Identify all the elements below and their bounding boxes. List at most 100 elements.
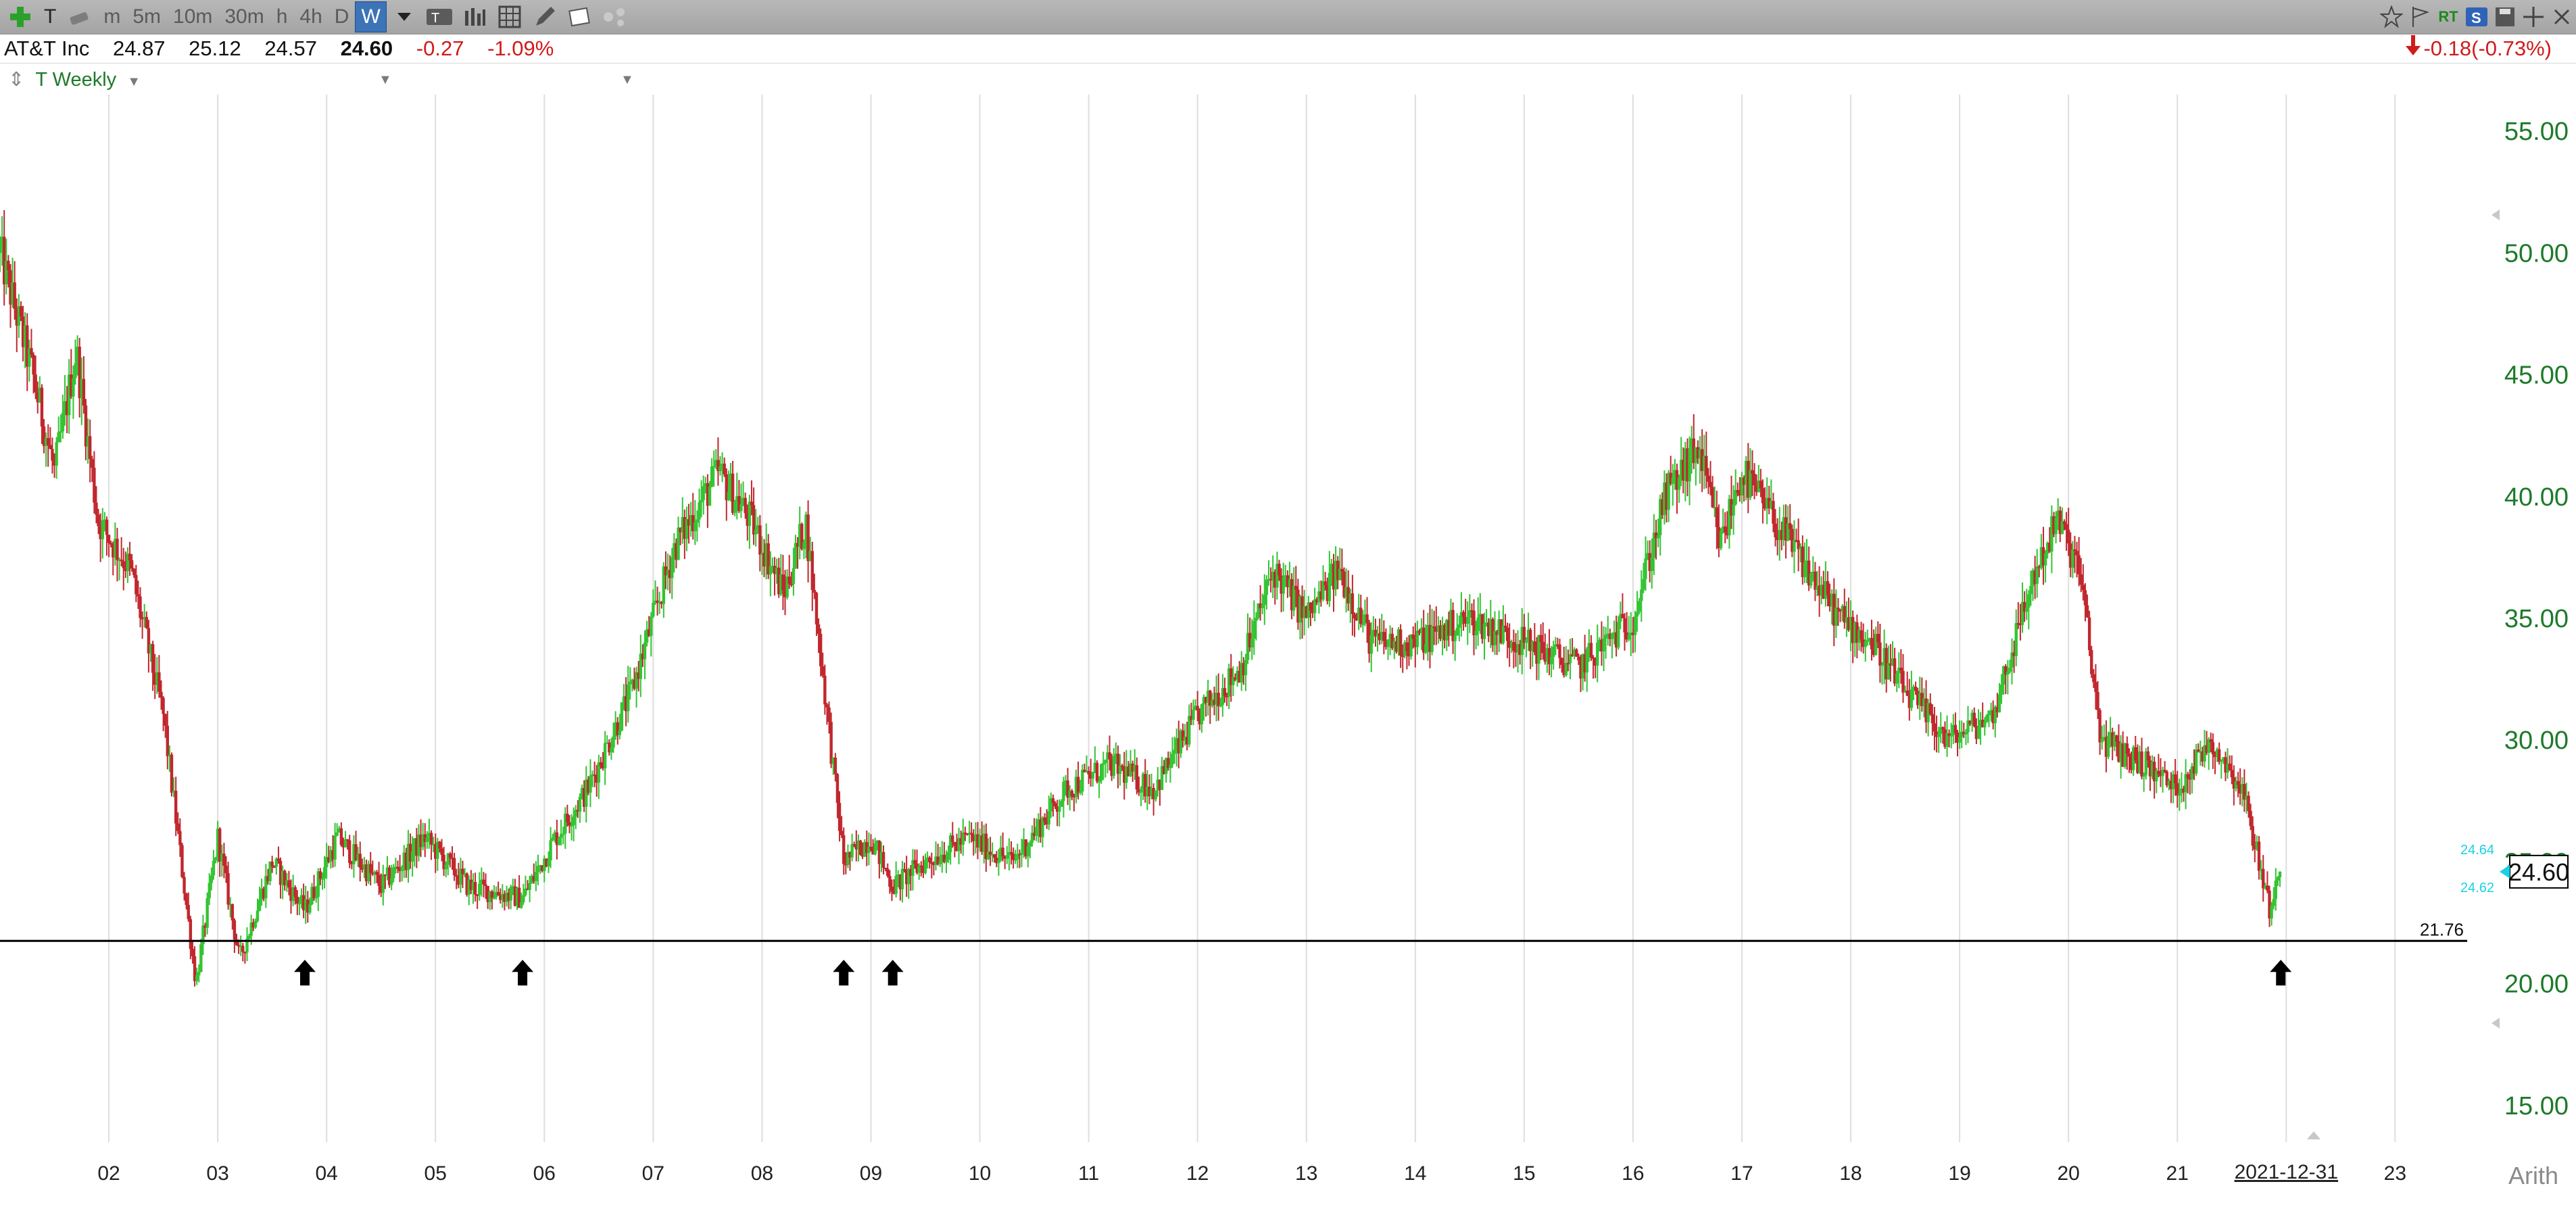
candle-body [1232, 677, 1235, 685]
candle-body [858, 840, 862, 855]
candle-body [1724, 526, 1727, 533]
realtime-badge[interactable]: RT [2438, 8, 2458, 25]
timeframe-d[interactable]: D [334, 5, 349, 28]
candle-705 [1474, 620, 1478, 649]
x-tick-1: 03 [206, 1162, 228, 1185]
candle-body [105, 519, 109, 535]
candle-362 [756, 516, 760, 534]
candle-body [1901, 670, 1905, 693]
study-dropdown-icon[interactable]: ▼ [379, 72, 392, 87]
candle-body [1438, 625, 1442, 639]
candle-428 [894, 861, 898, 897]
candle-body [1991, 710, 1995, 724]
candle-body [122, 561, 125, 568]
candle-876 [1832, 578, 1836, 647]
scale-mode-label[interactable]: Arith [2508, 1162, 2558, 1189]
support-markers [293, 960, 2292, 986]
candle-290 [606, 735, 609, 744]
candle-822 [1719, 528, 1723, 551]
candle-body [170, 754, 174, 793]
candle-807 [1688, 436, 1691, 505]
candle-738 [1543, 633, 1547, 665]
candle-692 [1447, 612, 1451, 647]
candle-body [1394, 641, 1399, 652]
candle-body [270, 861, 274, 867]
candle-body [438, 841, 441, 849]
share-icon[interactable] [602, 3, 629, 30]
candle-body [1123, 766, 1126, 783]
timeframe-4h[interactable]: 4h [299, 5, 322, 28]
candle-body [381, 874, 385, 893]
candle-body [2262, 868, 2265, 889]
candle-body [1045, 821, 1048, 824]
candle-208 [434, 833, 437, 873]
candle-871 [1822, 570, 1825, 599]
x-tick-18: 20 [2057, 1162, 2079, 1185]
timeframe-w[interactable]: W [355, 1, 387, 32]
candle-351 [733, 499, 737, 517]
chart-type-icon[interactable]: T [426, 3, 453, 30]
timeframe-10m[interactable]: 10m [173, 5, 213, 28]
chevron-down-icon[interactable] [391, 3, 418, 30]
candle-body [1181, 730, 1185, 741]
candle-body [1866, 639, 1870, 642]
candle-body [1288, 579, 1292, 587]
candle-body [2113, 735, 2116, 747]
scroll-left-icon-bottom[interactable] [2492, 1018, 2500, 1029]
candle-914 [1912, 685, 1916, 700]
candle-body [886, 868, 890, 876]
scroll-left-icon-top[interactable] [2492, 209, 2500, 220]
scroll-up-icon[interactable] [2307, 1131, 2320, 1139]
candle-567 [1185, 721, 1189, 751]
symbol-button[interactable]: T [44, 5, 57, 28]
timeframe-5m[interactable]: 5m [132, 5, 162, 28]
pane-handle-icon[interactable]: ⇕ [8, 69, 25, 91]
candle-body [239, 945, 243, 947]
candle-body [1102, 763, 1105, 765]
candle-668 [1396, 626, 1401, 656]
candle-184 [383, 874, 387, 889]
move-icon[interactable] [2521, 3, 2546, 30]
candle-387 [808, 537, 812, 562]
candle-573 [1198, 708, 1201, 731]
pane-dropdown-icon[interactable]: ▼ [127, 74, 141, 89]
candle-1014 [2121, 731, 2124, 768]
candle-body [285, 880, 289, 886]
overlay-dropdown-icon[interactable]: ▼ [621, 72, 634, 87]
notes-icon[interactable] [566, 3, 593, 30]
candle-body [1920, 693, 1924, 706]
candle-body [312, 887, 316, 899]
flag-icon[interactable] [2408, 3, 2432, 30]
eraser-icon[interactable] [66, 3, 93, 30]
candle-body [1167, 758, 1170, 768]
candle-1074 [2247, 791, 2250, 818]
s-badge[interactable]: S [2464, 3, 2489, 30]
candle-body [488, 891, 491, 902]
close-icon[interactable] [2550, 3, 2574, 30]
pane-symbol-label[interactable]: T Weekly [35, 69, 117, 91]
grid-icon[interactable] [496, 3, 523, 30]
candle-980 [2050, 505, 2053, 574]
y-tick-6: 45.00 [2504, 362, 2569, 390]
candle-body [1703, 455, 1706, 472]
candle-body [137, 594, 140, 597]
save-icon[interactable] [2493, 3, 2517, 30]
bars-icon[interactable] [461, 3, 488, 30]
candle-640 [1338, 547, 1342, 581]
star-icon[interactable] [2379, 3, 2404, 30]
pencil-icon[interactable] [531, 3, 558, 30]
candle-body [2253, 845, 2257, 849]
candle-body [1236, 670, 1239, 680]
candle-body [716, 460, 720, 472]
timeframe-m[interactable]: m [103, 5, 121, 28]
candle-body [1426, 624, 1430, 645]
timeframe-h[interactable]: h [276, 5, 288, 28]
candle-298 [622, 683, 626, 711]
timeframe-30m[interactable]: 30m [224, 5, 264, 28]
add-chart-icon[interactable] [7, 3, 34, 30]
candle-528 [1104, 760, 1107, 778]
candle-564 [1179, 729, 1183, 758]
candle-917 [1918, 676, 1922, 720]
